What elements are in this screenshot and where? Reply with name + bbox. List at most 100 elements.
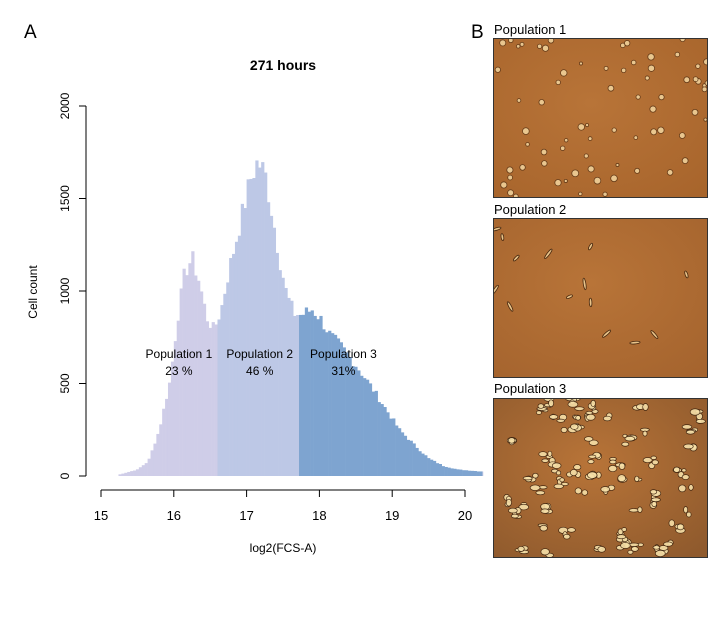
histogram-bar-population-1 [208,327,212,476]
histogram-bar-population-3 [354,366,358,476]
histogram-bar-population-3 [398,428,402,476]
histogram-bar-population-1 [185,275,189,476]
histogram-bar-population-3 [328,330,332,476]
series-label-3: Population 3 [310,347,377,361]
histogram-bar-population-3 [336,338,341,476]
histogram-bar-population-3 [310,310,314,476]
histogram-bar-population-3 [409,440,413,476]
series-label-1: Population 1 [146,347,213,361]
histogram-bar-population-3 [389,418,393,476]
histogram-bar-population-1 [121,473,125,476]
y-tick-label: 0 [58,472,72,479]
histogram-bar-population-1 [159,424,163,476]
series-label-2: Population 2 [226,347,293,361]
histogram-bars [118,160,484,477]
histogram-bar-population-3 [473,471,477,476]
histogram-bar-population-3 [412,443,416,476]
histogram-bar-population-3 [333,334,338,476]
histogram-bar-population-1 [191,251,195,476]
histogram-bar-population-3 [438,464,442,476]
y-tick-label: 500 [58,373,72,393]
histogram-bar-population-3 [325,332,329,476]
histogram-bar-population-3 [403,435,408,476]
histogram-bar-population-3 [301,314,306,476]
x-tick-label: 18 [312,508,326,523]
histogram-bar-population-3 [427,458,431,476]
histogram-bar-population-1 [162,408,166,476]
histogram-bar-population-3 [383,407,387,476]
micrograph-caption-1: Population 1 [494,22,567,37]
y-tick-label: 2000 [58,92,72,119]
x-tick-label: 20 [458,508,472,523]
histogram-bar-population-2 [255,160,259,476]
histogram-bar-population-1 [182,268,186,476]
micrograph-population-2 [493,218,708,378]
histogram-bar-population-3 [371,391,376,476]
histogram-bar-population-2 [246,179,250,476]
micrograph-caption-2: Population 2 [494,202,567,217]
histogram-bar-population-1 [197,280,201,476]
histogram-bar-population-2 [237,235,242,476]
histogram-bar-population-2 [234,241,239,476]
histogram-bar-population-3 [348,357,352,476]
chart-text: 271 hours 15 16 17 18 19 20 0 500 1000 1500 2000 log… [26,57,472,555]
y-tick-label: 1000 [58,277,72,304]
histogram-bar-population-3 [432,460,437,476]
histogram-bar-population-3 [453,468,457,476]
y-tick-label: 1500 [58,185,72,212]
histogram-bar-population-2 [284,287,288,476]
histogram-bar-population-1 [135,469,140,476]
histogram-bar-population-3 [316,319,320,476]
histogram-bar-population-2 [272,227,277,476]
histogram-bar-population-3 [368,383,373,476]
chart-title: 271 hours [250,57,316,73]
histogram-bar-population-2 [293,315,297,476]
histogram-bar-population-1 [165,398,169,476]
histogram-bar-population-2 [290,300,294,476]
histogram-bar-population-3 [435,463,440,476]
histogram-bar-population-3 [304,307,309,476]
histogram-bar-population-1 [124,472,128,476]
histogram-bar-population-3 [400,432,405,476]
histogram-bar-population-2 [220,305,224,476]
histogram-bar-population-3 [319,315,323,476]
histogram-bar-population-2 [249,178,253,476]
histogram-bar-population-3 [456,469,460,476]
histogram-bar-population-3 [365,379,370,476]
histogram-bar-population-3 [430,459,434,476]
histogram-bar-population-2 [229,258,233,476]
histogram-bar-population-3 [467,470,472,476]
histogram-bar-population-1 [167,382,172,476]
histogram-bar-population-1 [118,474,122,476]
histogram-bar-population-1 [202,303,207,476]
histogram-bar-population-3 [342,347,346,476]
histogram-bar-population-3 [459,469,463,476]
histogram-chart: 271 hours 15 16 17 18 19 20 0 500 1000 1500 2000 log… [26,57,484,555]
micrograph-population-1 [493,38,708,198]
histogram-bar-population-3 [470,470,475,476]
histogram-bar-population-1 [211,322,215,476]
histogram-bar-population-3 [313,315,317,476]
histogram-bar-population-3 [345,352,349,476]
histogram-bar-population-1 [200,291,204,476]
histogram-bar-population-1 [147,458,151,476]
y-axis-label: Cell count [26,265,40,319]
histogram-bar-population-2 [296,315,300,476]
histogram-bar-population-1 [153,443,157,476]
histogram-bar-population-2 [240,203,244,477]
histogram-bar-population-2 [264,172,268,477]
series-percent-1: 23 % [165,364,193,378]
histogram-bar-population-1 [141,465,145,476]
histogram-bar-population-3 [441,466,445,476]
histogram-bar-population-1 [144,463,148,476]
histogram-bar-population-1 [179,288,183,476]
x-tick-label: 17 [239,508,253,523]
series-percent-3: 31% [331,364,355,378]
histogram-bar-population-3 [331,333,335,476]
histogram-bar-population-1 [173,341,178,476]
histogram-bar-population-2 [266,202,271,476]
histogram-bar-population-3 [392,418,396,476]
histogram-bar-population-2 [287,297,291,476]
histogram-bar-population-2 [243,208,247,477]
series-percent-2: 46 % [246,364,274,378]
